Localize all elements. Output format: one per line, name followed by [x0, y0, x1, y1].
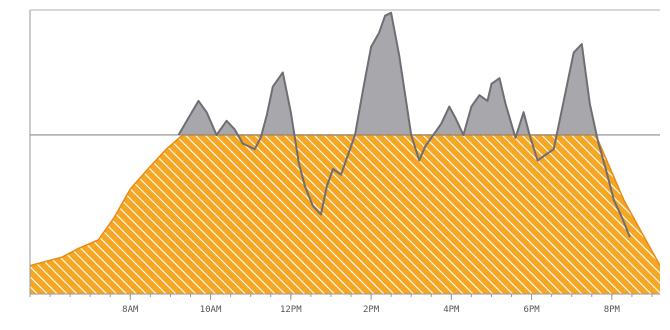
x-tick-label: 6PM	[523, 305, 540, 315]
capacity-area	[30, 135, 660, 294]
x-tick-label: 4PM	[443, 305, 460, 315]
x-tick-label: 2PM	[363, 305, 380, 315]
x-tick-label: 8PM	[604, 305, 621, 315]
x-tick-label: 8AM	[122, 305, 139, 315]
x-tick-label: 12PM	[280, 305, 302, 315]
x-tick-label: 10AM	[200, 305, 222, 315]
